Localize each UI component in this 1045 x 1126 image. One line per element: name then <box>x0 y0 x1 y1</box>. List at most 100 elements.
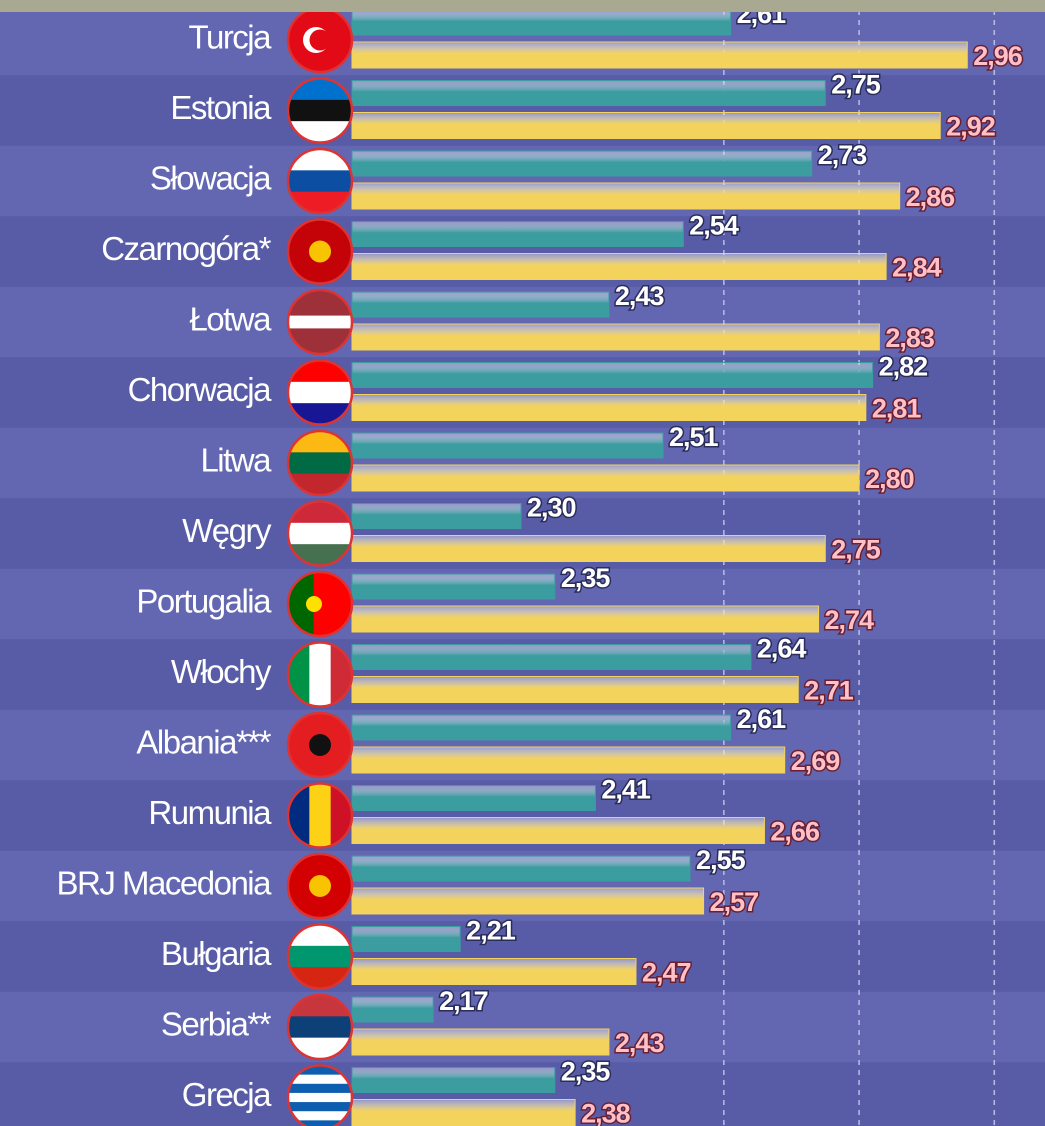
category-label: Łotwa <box>189 301 272 338</box>
value-label: 2,75 <box>831 535 881 565</box>
value-label: 2,35 <box>561 1057 611 1087</box>
category-label: Chorwacja <box>128 371 273 408</box>
bar <box>351 394 867 421</box>
flag-detail <box>306 596 322 612</box>
value-label: 2,82 <box>879 352 928 382</box>
value-label: 2,64 <box>757 634 807 664</box>
category-label: Portugalia <box>136 583 272 620</box>
flag-stripe <box>288 1083 352 1094</box>
flag-stripe <box>326 572 340 636</box>
value-label: 2,43 <box>615 281 665 311</box>
bar <box>351 573 556 600</box>
bar <box>351 926 461 952</box>
bar <box>351 182 901 210</box>
flag-stripe <box>288 1092 352 1103</box>
flag <box>288 8 352 72</box>
value-label: 2,21 <box>466 916 516 946</box>
flag-stripe <box>288 1102 352 1112</box>
flag <box>288 219 352 284</box>
value-label: 2,74 <box>825 605 875 635</box>
value-label: 2,35 <box>561 563 611 593</box>
grid <box>723 0 996 1126</box>
bar <box>351 221 684 247</box>
flags <box>286 6 354 1126</box>
bar <box>351 1028 610 1056</box>
flag-border <box>286 923 354 990</box>
bar <box>351 1099 576 1126</box>
value-label: 2,83 <box>885 323 935 353</box>
flag-stripe <box>309 783 332 848</box>
flag-border <box>286 77 354 144</box>
bar <box>351 503 522 529</box>
bar <box>351 464 860 492</box>
category-label: Estonia <box>170 89 272 126</box>
flag-stripe <box>309 642 332 707</box>
bar <box>351 817 765 844</box>
bar <box>351 855 691 882</box>
flag-stripe <box>288 452 352 475</box>
value-label: 2,84 <box>892 253 942 283</box>
bar <box>351 676 799 703</box>
bar <box>351 644 752 670</box>
flag <box>288 1065 352 1126</box>
value-label: 2,17 <box>439 986 488 1016</box>
bar <box>351 887 705 915</box>
flag-border <box>286 641 354 708</box>
flag-stripe <box>288 1065 352 1076</box>
value-label: 2,61 <box>737 704 787 734</box>
value-label: 2,55 <box>696 845 746 875</box>
flag-border <box>286 570 354 638</box>
value-label: 2,69 <box>791 746 841 776</box>
bar <box>351 9 732 36</box>
value-label: 2,57 <box>710 887 759 917</box>
category-label: Serbia** <box>161 1006 272 1043</box>
category-label: Turcja <box>189 19 273 56</box>
bar <box>351 291 610 318</box>
category-label: Czarnogóra* <box>101 230 271 267</box>
bar <box>351 41 968 69</box>
value-label: 2,75 <box>831 70 881 100</box>
value-label: 2,66 <box>770 817 820 847</box>
bar <box>351 785 596 811</box>
value-label: 2,30 <box>527 493 576 523</box>
bars <box>351 9 968 1126</box>
flag-border <box>286 218 354 285</box>
bar <box>351 362 874 388</box>
flag-detail <box>309 29 331 51</box>
bar <box>351 714 732 741</box>
flag-stripe <box>288 1016 352 1039</box>
flag-border <box>286 1064 354 1126</box>
bar <box>351 150 813 177</box>
value-label: 2,38 <box>581 1099 631 1126</box>
category-label: BRJ Macedonia <box>57 865 273 902</box>
value-label: 2,81 <box>872 394 922 424</box>
flag-detail <box>309 734 331 756</box>
value-label: 2,43 <box>615 1028 665 1058</box>
bar <box>351 958 637 985</box>
flag-stripe <box>288 945 352 968</box>
flag-border <box>286 429 354 497</box>
bar <box>351 253 887 280</box>
category-label: Litwa <box>200 442 272 479</box>
flag-stripe <box>288 381 352 404</box>
value-label: 2,71 <box>804 676 854 706</box>
bar <box>351 80 826 106</box>
category-label: Włochy <box>171 653 272 690</box>
flag-stripe <box>288 99 352 122</box>
flag-stripe <box>288 522 352 545</box>
flag <box>288 854 352 918</box>
bar <box>351 605 820 633</box>
flag-stripe <box>288 328 352 342</box>
bar <box>351 535 826 562</box>
flag-stripe <box>288 1111 352 1121</box>
flag-border <box>286 711 354 779</box>
category-label: Grecja <box>182 1076 272 1113</box>
top-strip <box>0 0 1045 12</box>
labels: Turcja 2,61 2,96 Estonia 2,75 2,92 Słowacja 2,7… <box>57 0 1026 1126</box>
value-label: 2,96 <box>973 41 1023 71</box>
bar <box>351 112 941 139</box>
bar <box>351 746 786 774</box>
flag-detail <box>309 240 331 263</box>
value-label: 2,54 <box>689 211 739 241</box>
